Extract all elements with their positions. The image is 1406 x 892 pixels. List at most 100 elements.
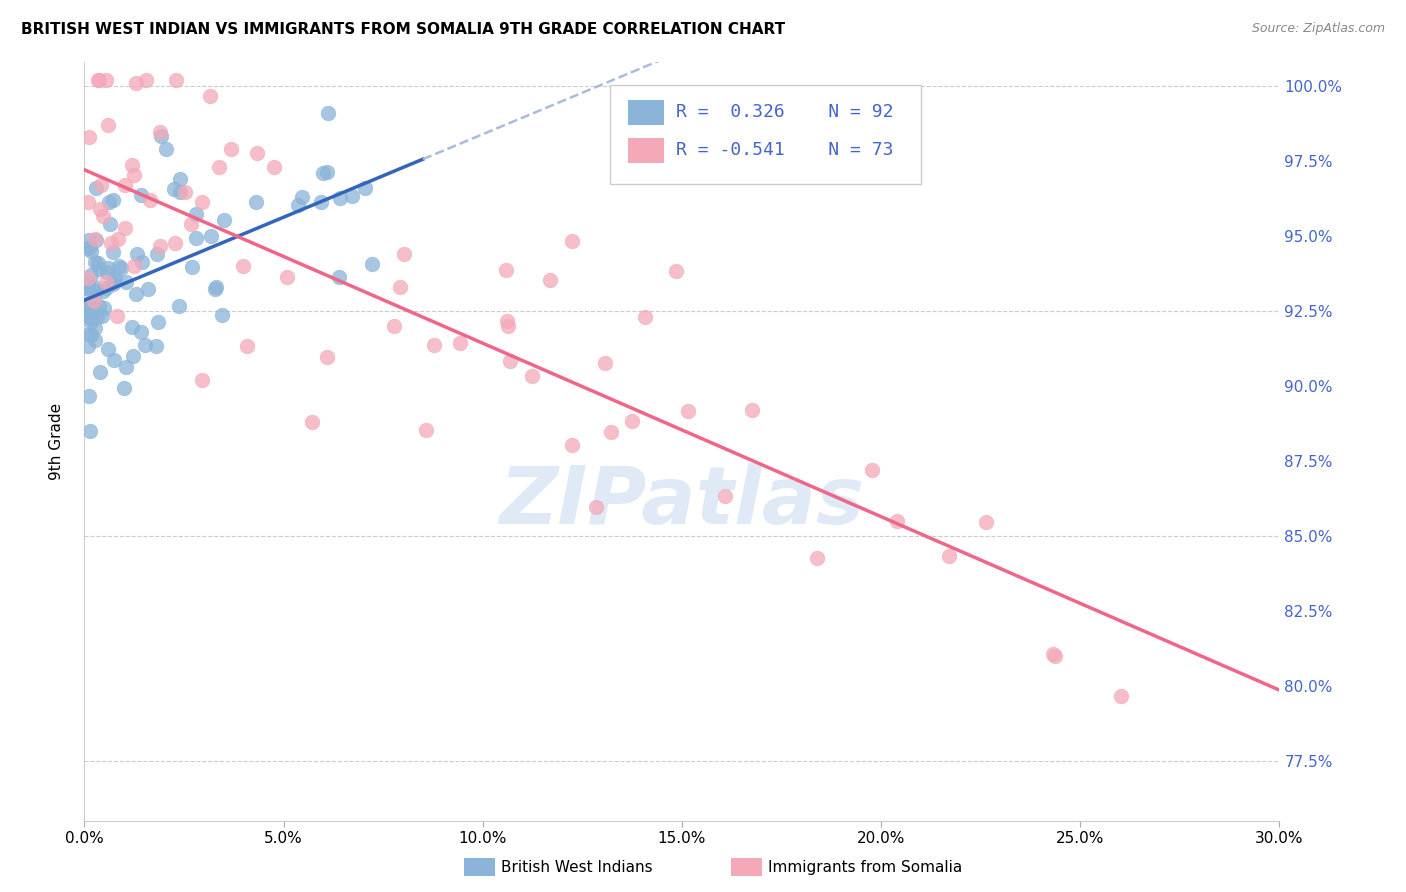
Point <box>495 263 517 277</box>
Point <box>974 515 997 529</box>
Point <box>83 232 105 246</box>
Point <box>382 318 405 333</box>
Point <box>84 181 107 195</box>
Text: British West Indians: British West Indians <box>501 860 652 874</box>
Text: ZIPatlas: ZIPatlas <box>499 463 865 541</box>
Point <box>301 416 323 430</box>
Point <box>498 319 520 334</box>
Point <box>191 194 214 209</box>
Point <box>291 190 314 204</box>
Point <box>212 212 235 227</box>
Point <box>103 353 125 368</box>
Point <box>354 181 377 195</box>
Point <box>184 231 207 245</box>
Point <box>184 207 207 221</box>
Point <box>122 350 145 364</box>
Point <box>620 414 643 428</box>
Point <box>87 73 110 87</box>
Point <box>676 404 699 418</box>
Point <box>163 181 186 195</box>
Point <box>89 365 111 379</box>
Point <box>84 233 107 247</box>
Point <box>101 277 124 291</box>
Text: Immigrants from Somalia: Immigrants from Somalia <box>768 860 962 874</box>
Point <box>77 297 100 311</box>
Y-axis label: 9th Grade: 9th Grade <box>49 403 63 480</box>
Point <box>112 381 135 395</box>
Point <box>125 247 148 261</box>
Point <box>149 125 172 139</box>
Point <box>125 287 148 301</box>
Bar <box>610 85 921 184</box>
Point <box>328 191 350 205</box>
Point <box>245 194 267 209</box>
Point <box>77 327 100 342</box>
Point <box>97 342 120 356</box>
Point <box>422 338 444 352</box>
Point <box>94 281 117 295</box>
Point <box>191 373 214 387</box>
Point <box>169 185 191 199</box>
Point <box>155 142 177 156</box>
Point <box>169 172 191 186</box>
Point <box>315 350 337 364</box>
Point <box>80 315 103 329</box>
Point <box>98 194 121 209</box>
Point <box>232 260 254 274</box>
Point <box>134 338 156 352</box>
Point <box>499 354 522 368</box>
Point <box>340 189 363 203</box>
Point <box>149 239 172 253</box>
Point <box>77 276 100 290</box>
Point <box>96 73 118 87</box>
Point <box>180 260 202 274</box>
Text: Source: ZipAtlas.com: Source: ZipAtlas.com <box>1251 22 1385 36</box>
Point <box>538 273 561 287</box>
Point <box>263 160 285 174</box>
Point <box>83 279 105 293</box>
Point <box>593 356 616 370</box>
Point <box>665 263 688 277</box>
Point <box>87 300 110 314</box>
Point <box>96 275 118 289</box>
Point <box>145 339 167 353</box>
Point <box>145 247 167 261</box>
Point <box>83 294 105 309</box>
Point <box>77 280 100 294</box>
Point <box>121 158 143 172</box>
Point <box>205 280 228 294</box>
Point <box>86 310 108 324</box>
Point <box>138 282 160 296</box>
Point <box>135 73 157 87</box>
Point <box>77 298 100 312</box>
Point <box>200 229 222 244</box>
Point <box>89 202 111 216</box>
Point <box>600 425 623 439</box>
Point <box>131 255 153 269</box>
Point <box>328 269 350 284</box>
Text: BRITISH WEST INDIAN VS IMMIGRANTS FROM SOMALIA 9TH GRADE CORRELATION CHART: BRITISH WEST INDIAN VS IMMIGRANTS FROM S… <box>21 22 785 37</box>
Point <box>89 262 111 277</box>
Point <box>90 178 112 193</box>
Point <box>163 235 186 250</box>
Point <box>360 257 382 271</box>
Point <box>276 269 298 284</box>
Point <box>1043 649 1066 664</box>
Point <box>80 244 103 258</box>
Point <box>180 217 202 231</box>
Point <box>886 514 908 528</box>
Point <box>84 255 107 269</box>
Point <box>139 194 162 208</box>
Point <box>316 165 339 179</box>
Point <box>79 240 101 254</box>
Point <box>1042 647 1064 661</box>
Point <box>100 236 122 251</box>
Point <box>77 233 100 247</box>
Point <box>121 320 143 334</box>
Point <box>87 73 110 87</box>
Point <box>221 142 243 156</box>
Point <box>149 128 172 143</box>
Point <box>124 76 146 90</box>
Point <box>520 369 543 384</box>
Point <box>415 423 437 437</box>
